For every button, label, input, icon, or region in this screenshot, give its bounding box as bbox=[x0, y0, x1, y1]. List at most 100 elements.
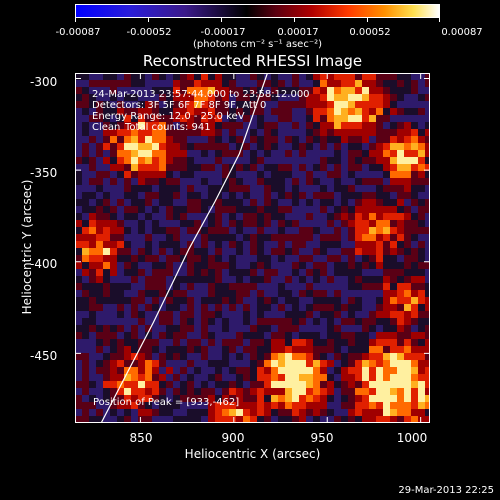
heatmap-cell bbox=[194, 269, 201, 276]
heatmap-cell bbox=[250, 360, 257, 367]
heatmap-cell bbox=[82, 101, 89, 108]
heatmap-cell bbox=[390, 108, 397, 115]
heatmap-cell bbox=[285, 87, 292, 94]
heatmap-cell bbox=[75, 136, 82, 143]
heatmap-cell bbox=[348, 157, 355, 164]
heatmap-cell bbox=[320, 311, 327, 318]
heatmap-cell bbox=[404, 276, 411, 283]
heatmap-cell bbox=[292, 73, 299, 80]
heatmap-cell bbox=[355, 339, 362, 346]
heatmap-cell bbox=[243, 290, 250, 297]
heatmap-cell bbox=[166, 213, 173, 220]
heatmap-cell bbox=[75, 332, 82, 339]
heatmap-cell bbox=[222, 353, 229, 360]
heatmap-cell bbox=[138, 367, 145, 374]
heatmap-cell bbox=[236, 94, 243, 101]
heatmap-cell bbox=[166, 353, 173, 360]
heatmap-cell bbox=[397, 234, 404, 241]
heatmap-cell bbox=[194, 171, 201, 178]
heatmap-cell bbox=[292, 388, 299, 395]
heatmap-cell bbox=[201, 311, 208, 318]
heatmap-cell bbox=[243, 241, 250, 248]
heatmap-cell bbox=[89, 115, 96, 122]
heatmap-cell bbox=[292, 353, 299, 360]
heatmap-cell bbox=[82, 157, 89, 164]
heatmap-cell bbox=[397, 269, 404, 276]
heatmap-cell bbox=[89, 297, 96, 304]
heatmap-cell bbox=[341, 122, 348, 129]
heatmap-cell bbox=[264, 136, 271, 143]
heatmap-cell bbox=[369, 339, 376, 346]
heatmap-cell bbox=[236, 311, 243, 318]
heatmap-cell bbox=[383, 409, 390, 416]
heatmap-cell bbox=[285, 297, 292, 304]
heatmap-cell bbox=[383, 122, 390, 129]
heatmap-cell bbox=[159, 80, 166, 87]
heatmap-cell bbox=[404, 283, 411, 290]
heatmap-cell bbox=[243, 346, 250, 353]
heatmap-cell bbox=[215, 388, 222, 395]
heatmap-cell bbox=[138, 101, 145, 108]
heatmap-cell bbox=[397, 304, 404, 311]
heatmap-cell bbox=[390, 129, 397, 136]
heatmap-cell bbox=[180, 101, 187, 108]
heatmap-cell bbox=[180, 129, 187, 136]
heatmap-cell bbox=[418, 227, 425, 234]
heatmap-cell bbox=[250, 283, 257, 290]
heatmap-cell bbox=[229, 80, 236, 87]
heatmap-cell bbox=[362, 227, 369, 234]
heatmap-cell bbox=[264, 395, 271, 402]
heatmap-cell bbox=[355, 395, 362, 402]
heatmap-cell bbox=[96, 220, 103, 227]
heatmap-cell bbox=[390, 136, 397, 143]
heatmap-cell bbox=[285, 367, 292, 374]
heatmap-cell bbox=[285, 395, 292, 402]
heatmap-cell bbox=[180, 416, 187, 423]
heatmap-cell bbox=[285, 227, 292, 234]
heatmap-cell bbox=[320, 283, 327, 290]
heatmap-cell bbox=[341, 80, 348, 87]
heatmap-cell bbox=[166, 94, 173, 101]
heatmap-cell bbox=[271, 94, 278, 101]
heatmap-cell bbox=[369, 192, 376, 199]
heatmap-cell bbox=[376, 73, 383, 80]
heatmap-cell bbox=[257, 178, 264, 185]
heatmap-cell bbox=[278, 325, 285, 332]
annotation-detectors: Detectors: 3F 5F 6F 7F 8F 9F, Att 0 bbox=[92, 100, 267, 111]
heatmap-cell bbox=[355, 297, 362, 304]
heatmap-cell bbox=[187, 297, 194, 304]
heatmap-cell bbox=[222, 241, 229, 248]
heatmap-cell bbox=[96, 94, 103, 101]
heatmap-cell bbox=[166, 115, 173, 122]
heatmap-cell bbox=[320, 213, 327, 220]
heatmap-cell bbox=[194, 409, 201, 416]
heatmap-cell bbox=[208, 143, 215, 150]
heatmap-cell bbox=[229, 136, 236, 143]
heatmap-cell bbox=[236, 262, 243, 269]
heatmap-cell bbox=[264, 318, 271, 325]
heatmap-cell bbox=[313, 416, 320, 423]
heatmap-cell bbox=[334, 353, 341, 360]
heatmap-cell bbox=[313, 360, 320, 367]
heatmap-cell bbox=[327, 199, 334, 206]
heatmap-cell bbox=[243, 227, 250, 234]
heatmap-cell bbox=[390, 269, 397, 276]
heatmap-cell bbox=[131, 269, 138, 276]
heatmap-cell bbox=[264, 108, 271, 115]
heatmap-cell bbox=[103, 150, 110, 157]
heatmap-cell bbox=[327, 227, 334, 234]
heatmap-cell bbox=[390, 122, 397, 129]
heatmap-cell bbox=[75, 374, 82, 381]
heatmap-cell bbox=[131, 185, 138, 192]
heatmap-cell bbox=[320, 234, 327, 241]
heatmap-cell bbox=[425, 87, 430, 94]
heatmap-cell bbox=[173, 304, 180, 311]
heatmap-cell bbox=[404, 269, 411, 276]
heatmap-cell bbox=[257, 409, 264, 416]
heatmap-cell bbox=[166, 409, 173, 416]
heatmap-cell bbox=[208, 262, 215, 269]
heatmap-cell bbox=[376, 276, 383, 283]
heatmap-cell bbox=[355, 129, 362, 136]
heatmap-cell bbox=[166, 290, 173, 297]
heatmap-cell bbox=[278, 192, 285, 199]
